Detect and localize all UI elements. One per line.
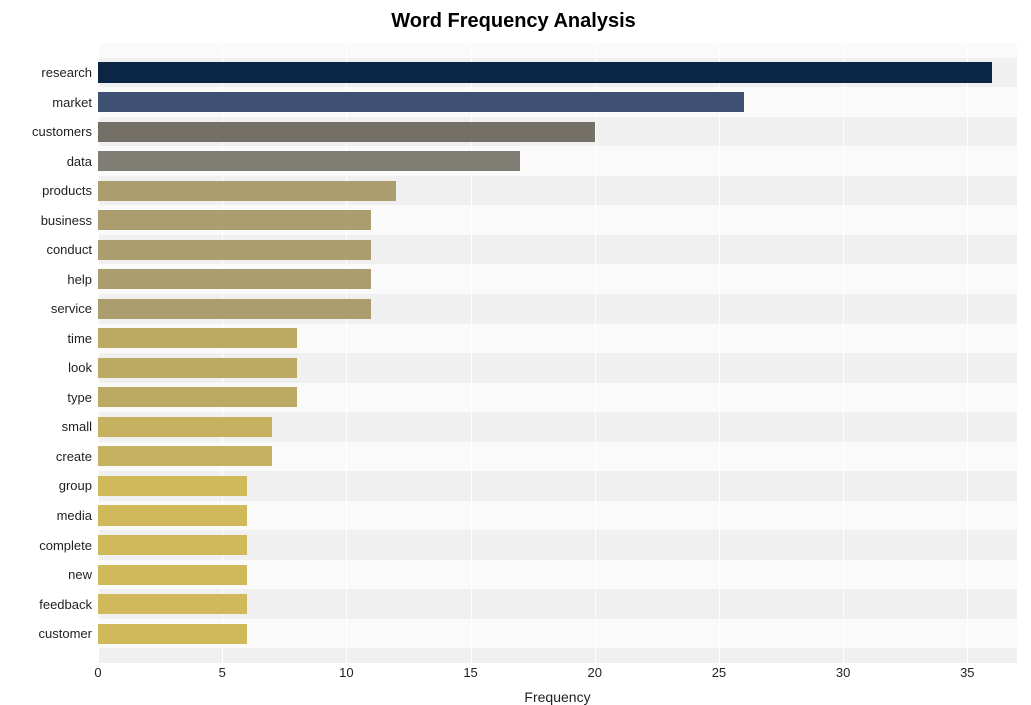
y-tick-label: customer [10, 619, 98, 649]
y-tick-label: products [10, 176, 98, 206]
bar-row [98, 58, 1017, 88]
y-tick-label: feedback [10, 589, 98, 619]
bar-row [98, 294, 1017, 324]
plot-wrap: researchmarketcustomersdataproductsbusin… [10, 43, 1017, 663]
y-tick-label: conduct [10, 235, 98, 265]
bar-row [98, 412, 1017, 442]
bar [98, 446, 272, 466]
bar-row [98, 324, 1017, 354]
bar [98, 269, 371, 289]
bar-row [98, 235, 1017, 265]
bar-row [98, 619, 1017, 649]
bar-row [98, 501, 1017, 531]
bar [98, 92, 744, 112]
bar-row [98, 471, 1017, 501]
y-tick-label: look [10, 353, 98, 383]
x-tick-label: 20 [588, 665, 602, 680]
bar [98, 535, 247, 555]
y-tick-label: research [10, 58, 98, 88]
y-tick-label: customers [10, 117, 98, 147]
bar [98, 240, 371, 260]
bar [98, 387, 297, 407]
x-tick-label: 25 [712, 665, 726, 680]
bar-row [98, 87, 1017, 117]
bar-row [98, 442, 1017, 472]
bar-row [98, 205, 1017, 235]
bar-row [98, 264, 1017, 294]
bar [98, 624, 247, 644]
bar [98, 122, 595, 142]
x-tick-label: 15 [463, 665, 477, 680]
bar-row [98, 589, 1017, 619]
bar-row [98, 146, 1017, 176]
bar [98, 476, 247, 496]
bars-layer [98, 43, 1017, 663]
y-tick-label: market [10, 87, 98, 117]
chart-container: Word Frequency Analysis researchmarketcu… [0, 0, 1031, 701]
x-tick-label: 0 [94, 665, 101, 680]
y-tick-label: group [10, 471, 98, 501]
bar [98, 62, 992, 82]
x-tick-label: 30 [836, 665, 850, 680]
y-axis: researchmarketcustomersdataproductsbusin… [10, 43, 98, 663]
bar [98, 565, 247, 585]
bar-row [98, 530, 1017, 560]
bar [98, 505, 247, 525]
y-tick-label: small [10, 412, 98, 442]
bar-row [98, 383, 1017, 413]
y-tick-label: type [10, 383, 98, 413]
y-tick-label: media [10, 501, 98, 531]
y-tick-label: new [10, 560, 98, 590]
bar-row [98, 117, 1017, 147]
bar [98, 358, 297, 378]
y-tick-label: service [10, 294, 98, 324]
bar [98, 594, 247, 614]
x-tick-label: 5 [219, 665, 226, 680]
x-tick-label: 10 [339, 665, 353, 680]
bar [98, 181, 396, 201]
bar-row [98, 560, 1017, 590]
bar-row [98, 353, 1017, 383]
bar [98, 210, 371, 230]
chart-title: Word Frequency Analysis [10, 10, 1017, 33]
bar [98, 328, 297, 348]
x-axis: 05101520253035 [98, 663, 1017, 683]
y-tick-label: data [10, 146, 98, 176]
y-tick-label: create [10, 442, 98, 472]
bar-row [98, 176, 1017, 206]
y-tick-label: time [10, 324, 98, 354]
bar [98, 299, 371, 319]
bar [98, 417, 272, 437]
y-tick-label: business [10, 205, 98, 235]
y-tick-label: help [10, 264, 98, 294]
bar [98, 151, 520, 171]
x-axis-title: Frequency [98, 689, 1017, 705]
x-tick-label: 35 [960, 665, 974, 680]
y-tick-label: complete [10, 530, 98, 560]
plot-area [98, 43, 1017, 663]
